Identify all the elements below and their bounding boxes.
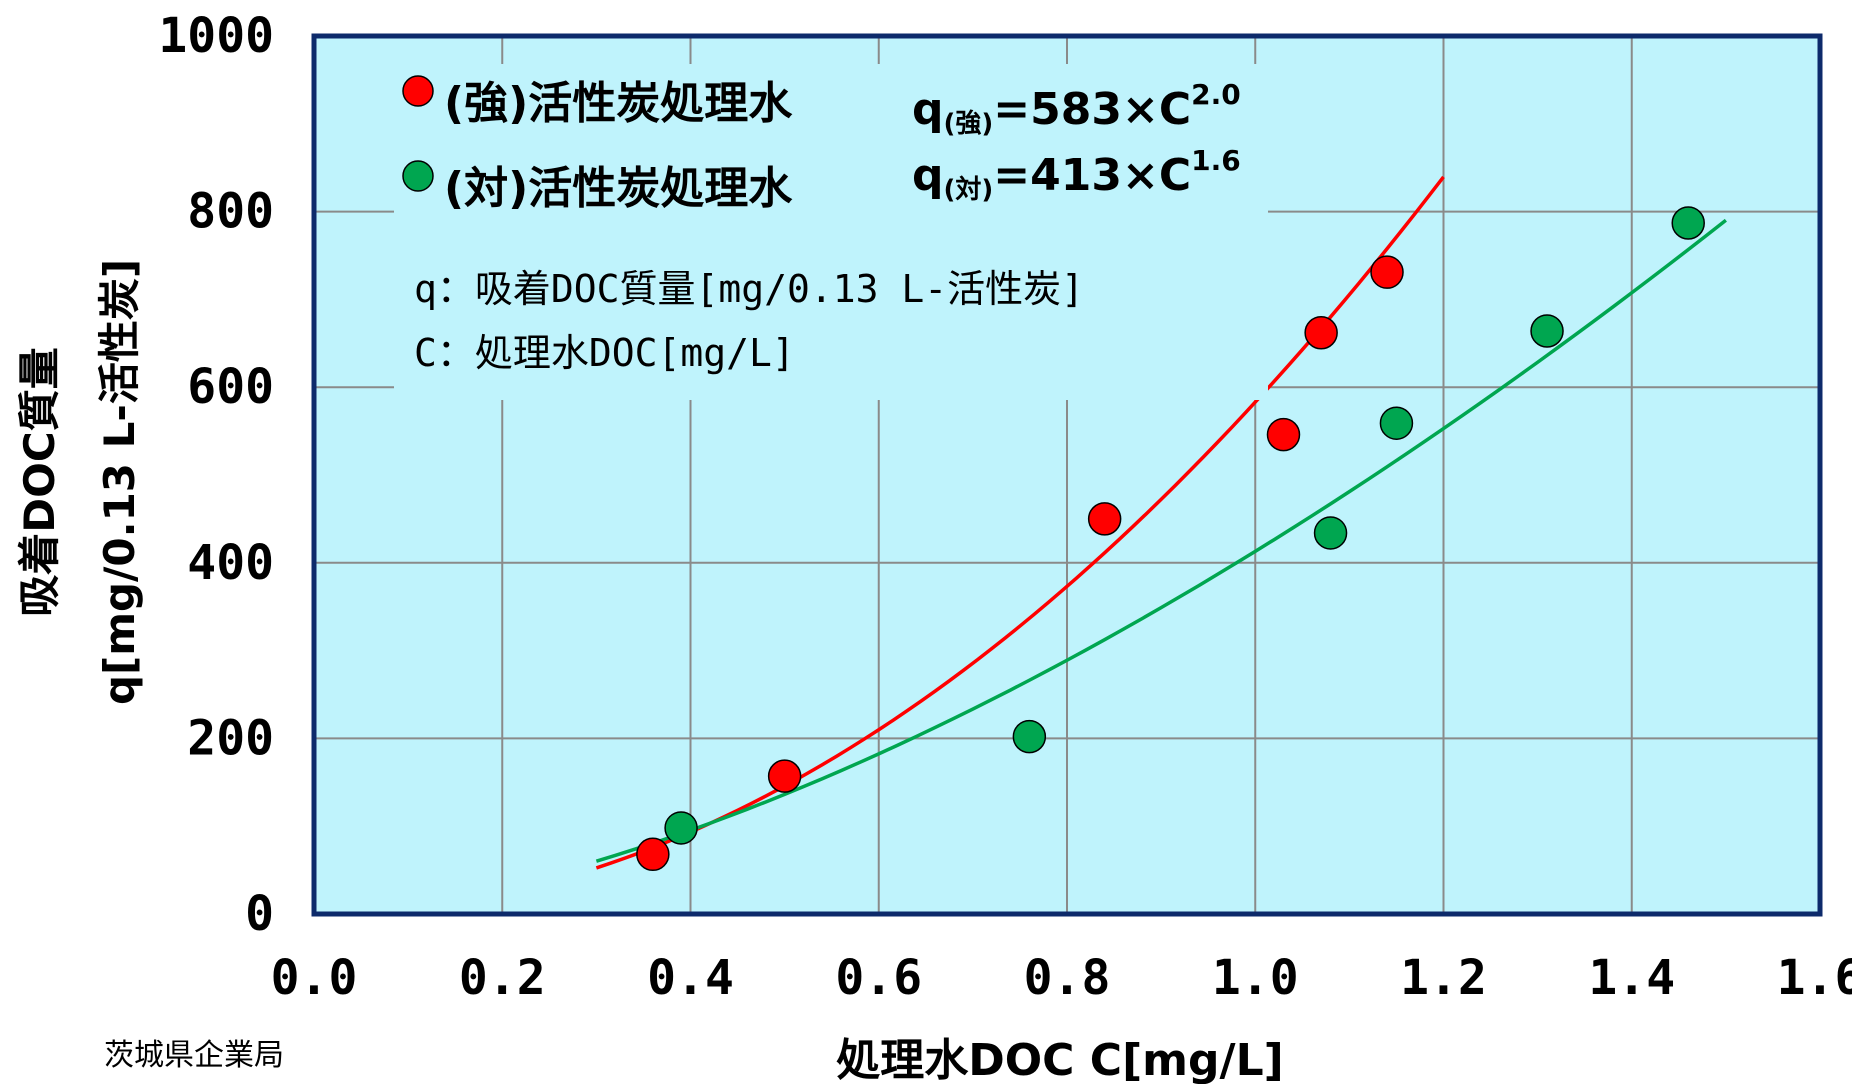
legend-marker-strong [402,75,434,107]
legend-formula-strong: q(強)=583×C2.0 [912,78,1241,139]
data-point-0 [1370,255,1404,289]
formula-q-control: q [912,150,944,201]
formula-exp-control: 1.6 [1191,144,1241,177]
x-tick-label: 0.6 [835,950,922,1006]
y-tick-label: 0 [245,886,274,942]
formula-main-control: =413×C [993,150,1191,201]
x-tick-label: 1.6 [1777,950,1852,1006]
formula-sub-control: (対) [944,175,994,205]
legend-box [394,64,1268,400]
data-point-0 [1266,417,1301,452]
legend-label-strong: (強)活性炭処理水 [444,78,793,129]
note-q: q：吸着DOC質量[mg/0.13 L-活性炭] [414,267,1084,311]
y-axis-title-line1: 吸着DOC質量 [15,347,64,616]
plot-frame [311,33,1823,917]
y-tick-label: 800 [187,184,274,240]
data-point-1 [1012,719,1047,754]
legend-marker-control [402,160,434,192]
fit-curves [595,175,1727,870]
data-point-0 [636,837,670,872]
legend-label-control: (対)活性炭処理水 [444,163,793,214]
x-tick-label: 0.0 [271,950,358,1006]
data-point-1 [1530,314,1564,348]
y-tick-label: 1000 [158,8,274,64]
y-tick-labels: 0 200 400 600 800 1000 [158,8,274,942]
formula-main-strong: =583×C [993,84,1191,135]
legend-entry-strong: (強)活性炭処理水 q(強)=583×C2.0 [402,75,1241,139]
data-point-1 [1671,206,1705,240]
legend-entry-control: (対)活性炭処理水 q(対)=413×C1.6 [402,144,1241,214]
y-tick-label: 200 [187,710,274,766]
x-tick-label: 0.2 [459,950,546,1006]
note-c: C：処理水DOC[mg/L] [414,331,795,375]
data-point-1 [664,811,698,845]
fit-curve-1 [595,218,1727,863]
y-tick-label: 400 [187,535,274,591]
legend-formula-control: q(対)=413×C1.6 [912,144,1241,205]
x-axis-title: 処理水DOC C[mg/L] [836,1035,1284,1084]
x-tick-label: 1.0 [1212,950,1299,1006]
formula-exp-strong: 2.0 [1191,78,1241,111]
y-tick-label: 600 [187,359,274,415]
credit-text: 茨城県企業局 [104,1038,284,1073]
data-point-1 [1313,516,1348,550]
data-point-1 [1379,406,1414,440]
data-points [636,206,1705,872]
x-tick-label: 1.4 [1588,950,1675,1006]
data-point-0 [1087,502,1122,536]
x-tick-labels: 0.0 0.2 0.4 0.6 0.8 1.0 1.2 1.4 1.6 [271,950,1852,1006]
x-tick-label: 0.4 [647,950,734,1006]
formula-q-strong: q [912,84,944,135]
legend: (強)活性炭処理水 q(強)=583×C2.0 (対)活性炭処理水 q(対)=4… [402,75,1241,375]
fit-curve-0 [595,175,1445,870]
formula-sub-strong: (強) [944,109,994,139]
x-tick-label: 0.8 [1024,950,1111,1006]
y-axis-title-line2: q[mg/0.13 L-活性炭] [95,259,144,705]
x-tick-label: 1.2 [1400,950,1487,1006]
data-point-0 [1304,316,1338,350]
data-point-0 [767,759,802,793]
